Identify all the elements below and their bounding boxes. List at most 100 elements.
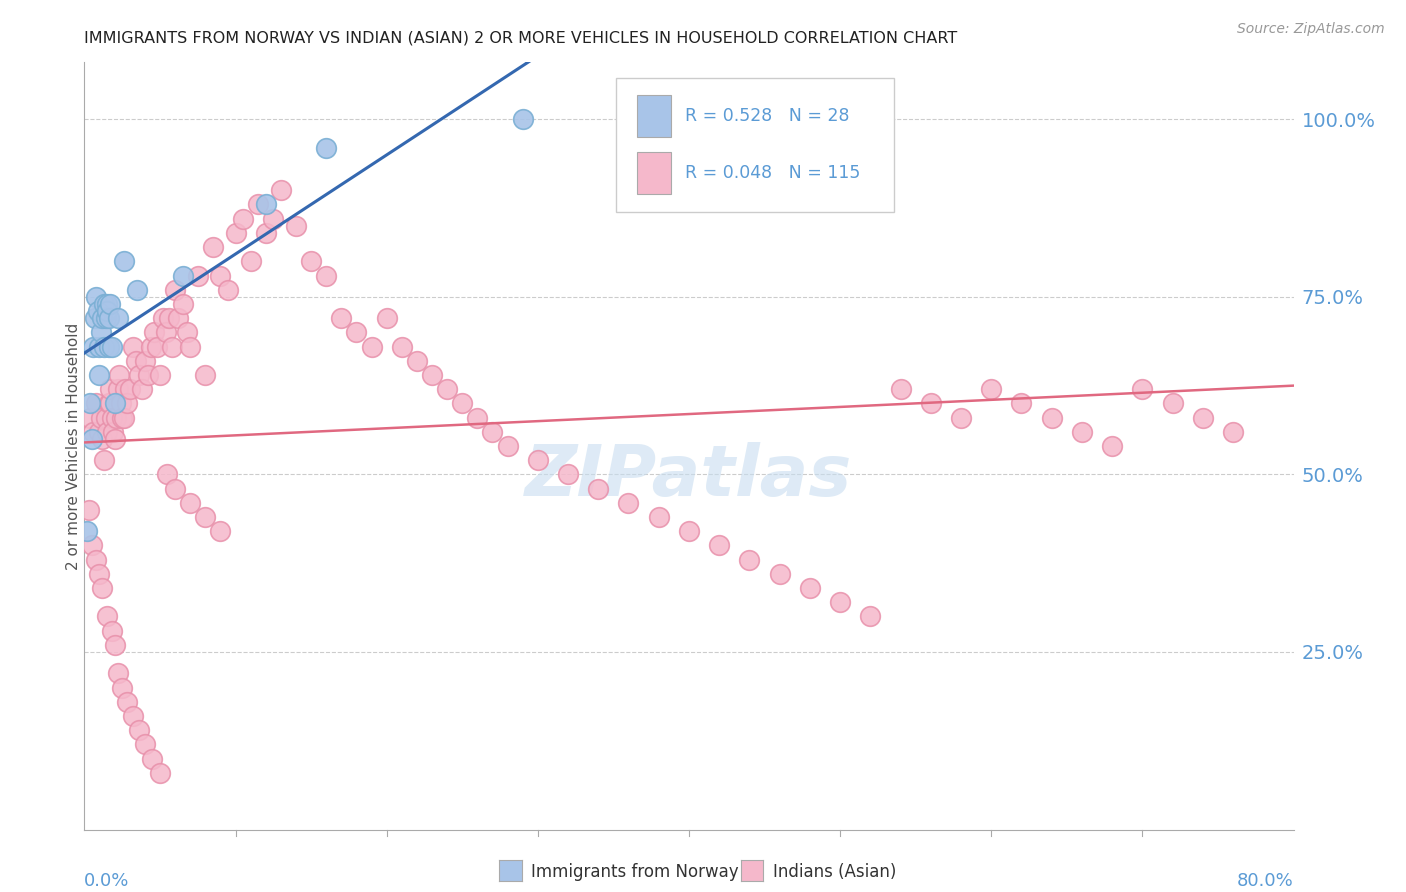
Point [859,609,882,624]
Point [91,311,114,326]
Point [114,382,136,396]
Point [111,410,134,425]
Point [111,681,134,695]
Point [107,311,129,326]
Point [89,566,111,581]
Point [194,510,217,524]
Point [194,368,217,382]
Point [121,709,143,723]
Point [91,432,114,446]
Text: ZIPatlas: ZIPatlas [526,442,852,511]
Point [330,311,353,326]
Point [100,410,122,425]
Point [94,311,117,326]
Point [799,581,821,595]
Point [89,368,111,382]
Point [105,410,128,425]
Point [315,268,337,283]
Point [90,326,112,340]
Point [128,368,150,382]
Point [82,340,104,354]
Point [648,510,671,524]
Point [232,211,254,226]
Text: R = 0.528   N = 28: R = 0.528 N = 28 [685,107,849,125]
Point [179,496,201,510]
Point [93,297,115,311]
Point [128,723,150,738]
Point [1222,425,1244,439]
FancyBboxPatch shape [637,153,671,194]
Point [527,453,550,467]
Point [108,368,131,382]
Point [89,340,111,354]
Point [165,283,187,297]
Point [86,290,108,304]
Point [100,624,122,638]
Point [94,410,117,425]
Point [121,340,143,354]
Point [980,382,1002,396]
Point [146,340,169,354]
Point [1192,410,1215,425]
Point [391,340,413,354]
Point [1101,439,1123,453]
Point [86,396,108,410]
Point [96,425,118,439]
Point [1071,425,1094,439]
Point [172,268,194,283]
Point [86,552,108,566]
Point [217,283,239,297]
Point [209,268,232,283]
Point [142,326,165,340]
Point [617,496,640,510]
Point [82,425,104,439]
Point [149,368,172,382]
Point [107,666,129,681]
Point [769,566,792,581]
Point [91,581,114,595]
Point [110,396,132,410]
Point [134,737,156,751]
FancyBboxPatch shape [637,95,671,136]
Point [315,141,337,155]
Point [93,453,115,467]
Point [262,211,284,226]
Point [79,410,101,425]
Point [299,254,322,268]
Point [360,340,382,354]
Point [136,368,159,382]
Point [346,326,368,340]
Text: IMMIGRANTS FROM NORWAY VS INDIAN (ASIAN) 2 OR MORE VEHICLES IN HOUSEHOLD CORRELA: IMMIGRANTS FROM NORWAY VS INDIAN (ASIAN)… [84,31,957,46]
Point [76,524,98,539]
Text: 80.0%: 80.0% [1237,871,1294,889]
Point [738,552,761,566]
Point [77,503,100,517]
Point [406,353,429,368]
Point [96,297,118,311]
Point [80,538,103,552]
Point [115,396,138,410]
Point [176,326,198,340]
Point [254,226,277,240]
Point [97,311,120,326]
Point [93,340,115,354]
Point [118,382,141,396]
Point [104,432,127,446]
Point [97,340,120,354]
Point [156,467,179,482]
Point [1161,396,1184,410]
Point [104,638,127,652]
Point [950,410,973,425]
Point [139,340,162,354]
Point [84,311,107,326]
Point [96,609,118,624]
Point [209,524,232,539]
Point [557,467,579,482]
Point [134,353,156,368]
Point [179,340,201,354]
Point [98,396,121,410]
Point [172,297,194,311]
Point [678,524,700,539]
Point [90,410,112,425]
Point [115,695,138,709]
